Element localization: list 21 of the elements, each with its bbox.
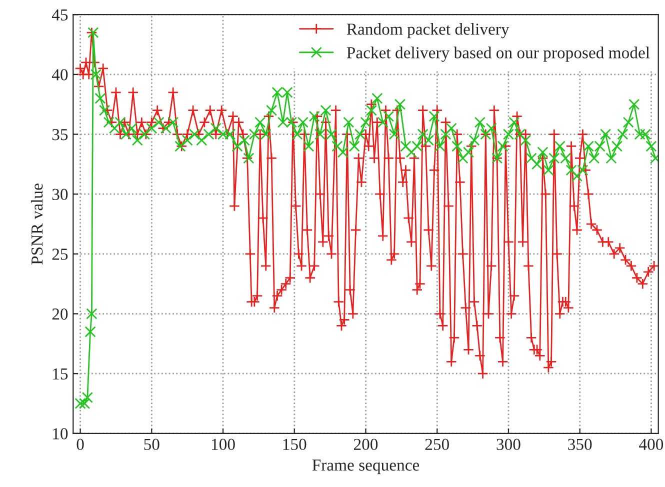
x-tick-label: 200 (354, 438, 378, 450)
y-tick-label: 30 (52, 188, 68, 200)
x-axis-title: Frame sequence (312, 460, 420, 474)
legend-label: Packet delivery based on our proposed model (346, 46, 650, 62)
y-tick-label: 15 (53, 368, 68, 380)
x-tick-label: 400 (639, 438, 664, 450)
x-tick-label: 150 (283, 438, 306, 450)
legend-label: Random packet delivery (346, 23, 510, 38)
y-tick-label: 35 (52, 129, 68, 140)
y-tick-label: 40 (52, 69, 68, 80)
y-tick-label: 45 (52, 9, 68, 21)
y-tick-label: 25 (52, 248, 68, 260)
x-tick-label: 350 (568, 438, 592, 450)
y-axis-title: PSNR value (30, 184, 43, 265)
x-tick-label: 100 (212, 438, 235, 450)
x-tick-label: 300 (496, 438, 520, 450)
x-tick-label: 0 (76, 438, 84, 450)
y-tick-label: 10 (53, 428, 68, 440)
x-tick-label: 250 (425, 438, 449, 450)
y-tick-label: 20 (52, 308, 68, 320)
x-tick-label: 50 (144, 438, 160, 450)
